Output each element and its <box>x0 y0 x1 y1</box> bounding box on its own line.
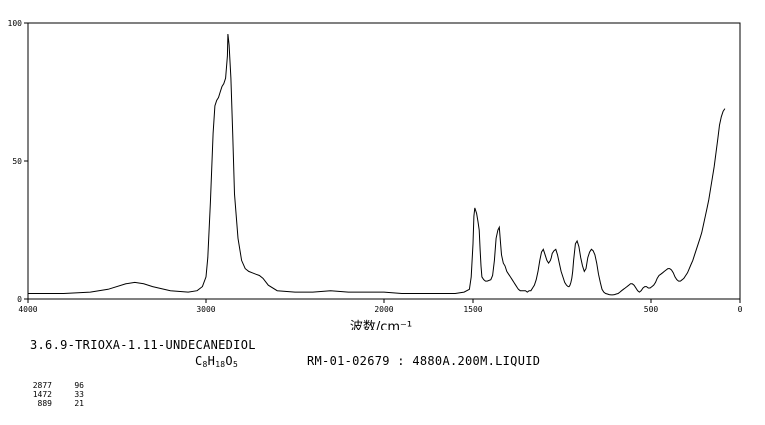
peak-row: 1472 33 <box>22 390 84 399</box>
compound-name: 3.6.9-TRIOXA-1.11-UNDECANEDIOL <box>30 338 256 352</box>
molecular-formula: C8H18O5 <box>195 354 238 372</box>
y-tick-label: 50 <box>12 157 22 166</box>
peak-row: 2877 96 <box>22 381 84 390</box>
x-tick-label: 3000 <box>196 305 215 314</box>
x-tick-label: 0 <box>738 305 743 314</box>
formula-subscript: 5 <box>232 360 239 369</box>
formula-element: H <box>207 354 216 368</box>
peak-row: 889 21 <box>22 399 84 408</box>
peak-wavenumber: 1472 <box>32 390 52 399</box>
x-tick-label: 4000 <box>18 305 37 314</box>
x-tick-label: 1500 <box>463 305 482 314</box>
formula-element: O <box>225 354 233 368</box>
spectrum-line <box>28 33 726 296</box>
formula-element: C <box>195 354 203 368</box>
peak-wavenumber: 889 <box>37 399 52 408</box>
axis-ticks <box>24 22 741 303</box>
peak-table: 2877 96 1472 33 889 21 <box>22 381 84 408</box>
peak-intensity: 96 <box>74 381 84 390</box>
y-tick-label: 0 <box>17 295 22 304</box>
peak-intensity: 33 <box>74 390 84 399</box>
peak-wavenumber: 2877 <box>32 381 52 390</box>
measurement-info: RM-01-02679 : 4880A.200M.LIQUID <box>307 354 541 368</box>
peak-intensity: 21 <box>74 399 84 408</box>
x-tick-label: 2000 <box>374 305 393 314</box>
formula-subscript: 18 <box>215 360 226 369</box>
y-tick-label: 100 <box>8 19 23 28</box>
plot-frame <box>27 22 741 300</box>
x-axis-label: 波数/cm⁻¹ <box>350 320 412 330</box>
formula-subscript: 8 <box>202 360 208 369</box>
x-tick-label: 500 <box>644 305 659 314</box>
